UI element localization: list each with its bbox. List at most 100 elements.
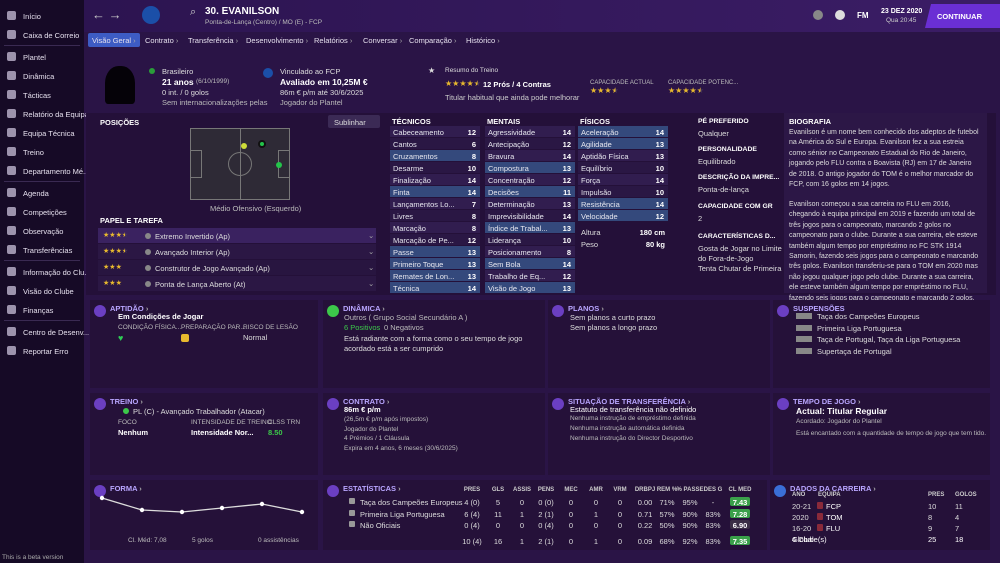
form-point: [299, 509, 305, 515]
nav-item[interactable]: Informação do Clu...: [23, 268, 91, 277]
caps-note: Sem internacionalizações pelas: [162, 98, 268, 107]
comp-icon: [349, 498, 355, 504]
nav-item[interactable]: Reportar Erro: [23, 347, 69, 356]
role-name[interactable]: Ponta de Lança Aberto (At): [155, 280, 246, 289]
card-title[interactable]: SITUAÇÃO DE TRANSFERÊNCIA: [568, 397, 690, 406]
star: ★: [103, 248, 110, 255]
attr-row: [390, 174, 480, 185]
stats-cell: 0.22: [637, 521, 653, 530]
rating-badge: [730, 536, 750, 545]
tab[interactable]: Conversar: [363, 36, 402, 45]
separator: [4, 45, 80, 46]
attr-row: [485, 186, 575, 197]
tab[interactable]: Desenvolvimento: [246, 36, 308, 45]
biography-panel: [784, 113, 987, 293]
stats-cell: 0: [617, 509, 623, 519]
star: ★: [466, 79, 474, 88]
star: ★: [103, 264, 110, 271]
stats-header: GLS: [491, 487, 505, 493]
attr-value: 12: [655, 212, 664, 221]
role-name[interactable]: Construtor de Jogo Avançado (Ap): [155, 264, 270, 273]
wage: 86m € p/m até 30/6/2025: [280, 88, 364, 97]
attr-value: 10: [655, 188, 664, 197]
card-title[interactable]: TEMPO DE JOGO: [793, 397, 861, 406]
attr-row: [390, 234, 480, 245]
continue-label[interactable]: CONTINUAR: [937, 12, 982, 21]
nav-item[interactable]: Transferências: [23, 246, 73, 255]
transfer-line: Estatuto de transferência não definido: [570, 405, 697, 414]
stats-cell: 1: [593, 509, 599, 519]
nav-icon: [7, 90, 16, 99]
tab[interactable]: Contrato: [145, 36, 178, 45]
attr-name: Liderança: [488, 236, 521, 245]
nav-item[interactable]: Treino: [23, 148, 44, 157]
star: ★: [611, 86, 619, 95]
rating-badge: [730, 520, 750, 529]
card-title[interactable]: FORMA: [110, 484, 142, 493]
card-title[interactable]: ESTATÍSTICAS: [343, 484, 401, 493]
section-title: BIOGRAFIA: [789, 117, 832, 126]
nav-item[interactable]: Observação: [23, 227, 64, 236]
stats-cell: 0: [568, 498, 574, 507]
role-name[interactable]: Avançado Interior (Ap): [155, 248, 230, 257]
attr-value: 13: [655, 152, 664, 161]
attr-name: Força: [581, 176, 601, 185]
nav-item[interactable]: Finanças: [23, 306, 54, 315]
nav-item[interactable]: Início: [23, 12, 41, 21]
attr-row: [578, 186, 668, 197]
star: ★: [103, 232, 110, 239]
nav-item[interactable]: Centro de Desenv...: [23, 328, 90, 337]
card-icon: [774, 485, 786, 497]
attr-value: 8: [471, 152, 476, 161]
nav-item[interactable]: Departamento Mé...: [23, 167, 90, 176]
card-title[interactable]: DADOS DA CARREIRA: [790, 484, 876, 493]
tab[interactable]: Comparação: [409, 36, 457, 45]
tab[interactable]: Visão Geral: [92, 36, 136, 45]
star: ★: [604, 86, 612, 95]
label: CLSS TRN: [268, 419, 301, 426]
nav-item[interactable]: Relatório da Equipa: [23, 110, 89, 119]
tab[interactable]: Relatórios: [314, 36, 352, 45]
nav-item[interactable]: Caixa de Correio: [23, 31, 80, 40]
role-icon: [145, 232, 151, 239]
nav-item[interactable]: Agenda: [23, 189, 49, 198]
attr-name: Decisões: [488, 188, 519, 197]
career-cell: 16-20: [792, 524, 812, 533]
nav-item[interactable]: Competições: [23, 208, 67, 217]
card-icon: [94, 398, 106, 410]
tab[interactable]: Histórico: [466, 36, 500, 45]
nav-item[interactable]: Tácticas: [23, 91, 51, 100]
card-title[interactable]: DINÂMICA: [343, 304, 385, 313]
stats-cell: 4 (0): [464, 498, 480, 507]
tab[interactable]: Transferência: [188, 36, 238, 45]
card-title[interactable]: PLANOS: [568, 304, 604, 313]
attr-name: Passe: [393, 248, 414, 257]
attr-name: Aceleração: [581, 128, 619, 137]
nav-item[interactable]: Plantel: [23, 53, 46, 62]
attr-row: [578, 126, 668, 137]
fm-menu[interactable]: FM: [857, 11, 869, 20]
stats-header: DES G: [703, 487, 723, 493]
nav-item[interactable]: Dinâmica: [23, 72, 55, 81]
attr-value: 14: [562, 260, 571, 269]
stats-cell: 2 (1): [538, 537, 554, 546]
stats-cell: 0: [593, 498, 599, 507]
attr-name: Trabalho de Eq...: [488, 272, 546, 281]
nav-item[interactable]: Equipa Técnica: [23, 129, 75, 138]
card-title[interactable]: CONTRATO: [343, 397, 389, 406]
role-name[interactable]: Extremo Invertido (Ap): [155, 232, 231, 241]
attr-value: 13: [467, 248, 476, 257]
nav-item[interactable]: Visão do Clube: [23, 287, 74, 296]
attr-value: 13: [467, 272, 476, 281]
attr-name: Cabeceamento: [393, 128, 444, 137]
attr-name: Resistência: [581, 200, 620, 209]
pa-label: CAPACIDADE POTENC...: [668, 80, 739, 86]
profile-value: Qualquer: [698, 129, 729, 138]
playing-agreed: Acordado: Jogador do Plantel: [796, 418, 882, 425]
nav-icon: [7, 245, 16, 254]
highlight-label[interactable]: Sublinhar: [334, 118, 366, 127]
card-title[interactable]: TREINO: [110, 397, 143, 406]
stats-cell: 1: [519, 509, 525, 519]
player-value: Avaliado em 10,25M €: [280, 77, 368, 87]
card-title[interactable]: APTIDÃO: [110, 304, 148, 313]
